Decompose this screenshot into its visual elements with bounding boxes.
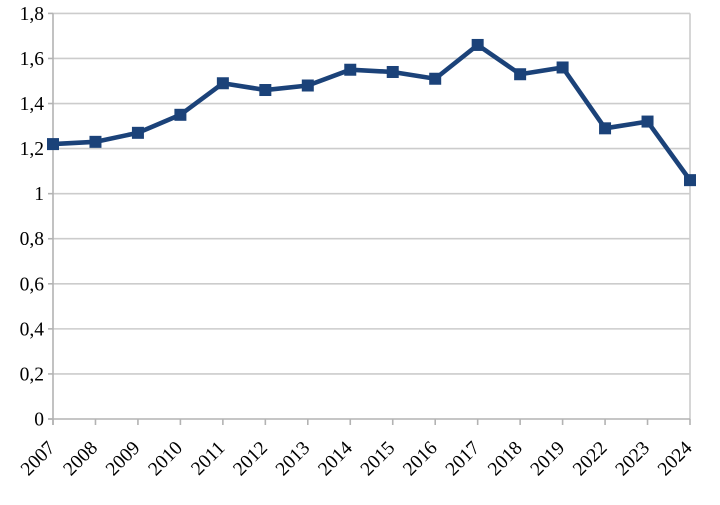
data-point-2008 xyxy=(89,135,102,148)
data-point-2015 xyxy=(386,65,399,78)
y-axis-label: 1,8 xyxy=(20,4,44,25)
y-axis-label: 0 xyxy=(34,410,44,431)
data-point-2022 xyxy=(599,122,612,135)
data-point-2018 xyxy=(514,68,527,81)
data-point-2012 xyxy=(259,84,272,97)
y-axis-label: 1,2 xyxy=(20,139,44,160)
data-point-2013 xyxy=(301,79,314,92)
data-point-2007 xyxy=(47,138,59,151)
data-point-2010 xyxy=(174,108,187,121)
y-axis-label: 1,6 xyxy=(20,49,45,70)
data-point-2023 xyxy=(641,115,654,128)
y-axis-label: 1,4 xyxy=(20,94,45,115)
data-point-2019 xyxy=(556,61,569,74)
data-point-2011 xyxy=(216,77,229,90)
y-axis-label: 0,8 xyxy=(20,229,44,250)
data-point-2017 xyxy=(471,38,484,51)
data-point-2014 xyxy=(344,63,357,76)
y-axis-label: 0,4 xyxy=(20,319,45,340)
data-point-2024 xyxy=(684,174,696,187)
data-point-2016 xyxy=(429,72,442,85)
data-point-2009 xyxy=(131,126,144,139)
y-axis-label: 1 xyxy=(34,184,44,205)
y-axis-label: 0,6 xyxy=(20,274,45,295)
y-axis-label: 0,2 xyxy=(20,364,44,385)
series-line xyxy=(52,42,692,182)
